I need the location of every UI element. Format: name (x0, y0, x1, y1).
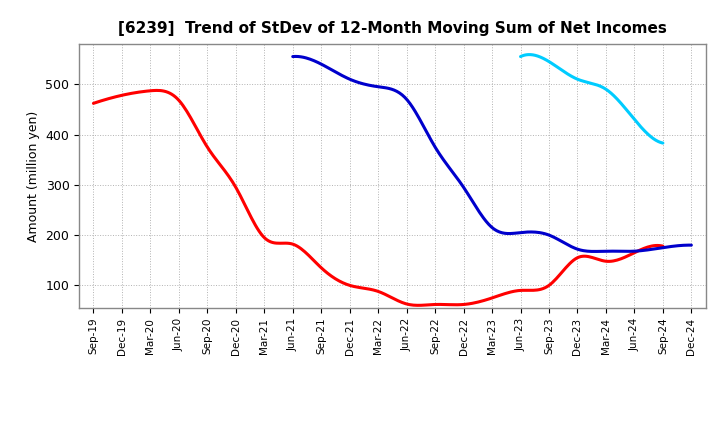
Title: [6239]  Trend of StDev of 12-Month Moving Sum of Net Incomes: [6239] Trend of StDev of 12-Month Moving… (118, 21, 667, 36)
Y-axis label: Amount (million yen): Amount (million yen) (27, 110, 40, 242)
